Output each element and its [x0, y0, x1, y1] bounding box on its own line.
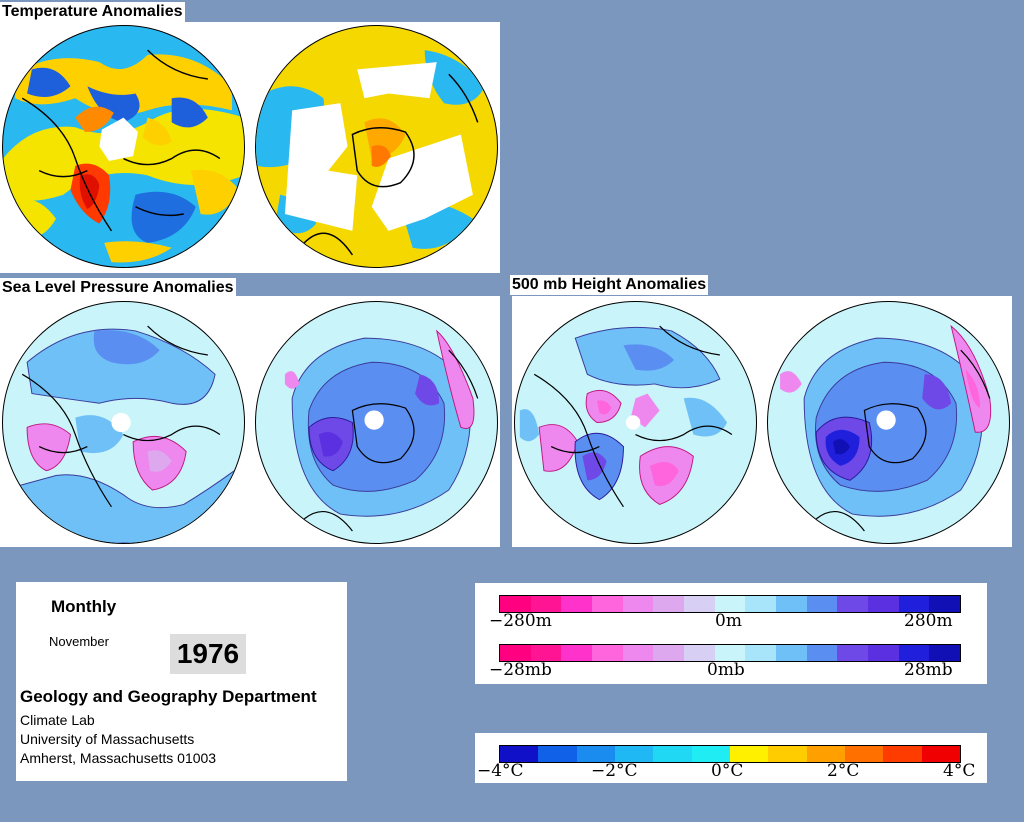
- period-label: Monthly: [51, 597, 117, 616]
- color-swatch-9: [776, 596, 807, 612]
- color-swatch-7: [714, 596, 746, 612]
- color-swatch-6: [684, 596, 715, 612]
- year-label: 1976: [170, 634, 246, 674]
- color-swatch-1: [530, 645, 562, 661]
- info-box: Monthly November 1976 Geology and Geogra…: [16, 582, 347, 781]
- color-swatch-5: [653, 645, 685, 661]
- color-swatch-5: [653, 596, 685, 612]
- color-swatch-12: [868, 645, 899, 661]
- slp-north-globe: [2, 301, 245, 544]
- color-swatch-13: [898, 596, 930, 612]
- color-swatch-10: [806, 596, 838, 612]
- department-label: Geology and Geography Department: [20, 687, 317, 706]
- color-swatch-9: [844, 746, 884, 762]
- address-label: Amherst, Massachusetts 01003: [20, 750, 217, 766]
- color-swatch-4: [622, 596, 654, 612]
- anomaly-scale-box: −280m 0m 280m −28mb 0mb 28mb: [475, 583, 987, 684]
- color-swatch-3: [592, 596, 623, 612]
- temperature-tick-2: 2°C: [827, 761, 860, 781]
- color-swatch-0: [500, 645, 531, 661]
- temperature-south-globe: [255, 25, 498, 268]
- height-zero-label: 0m: [715, 611, 742, 631]
- color-swatch-9: [776, 645, 807, 661]
- height-title: 500 mb Height Anomalies: [510, 275, 709, 295]
- color-swatch-5: [691, 746, 730, 762]
- temperature-tick-minus4: −4°C: [477, 761, 524, 781]
- color-swatch-11: [837, 596, 869, 612]
- color-swatch-7: [768, 746, 807, 762]
- color-swatch-2: [561, 645, 593, 661]
- height-north-globe: [514, 301, 757, 544]
- university-label: University of Massachusetts: [20, 731, 195, 747]
- color-swatch-8: [806, 746, 845, 762]
- slp-title: Sea Level Pressure Anomalies: [0, 278, 236, 298]
- color-swatch-14: [929, 645, 961, 661]
- height-color-bar: [499, 595, 961, 613]
- color-swatch-12: [868, 596, 899, 612]
- temperature-tick-0: 0°C: [711, 761, 744, 781]
- temperature-scale-box: −4°C −2°C 0°C 2°C 4°C: [475, 733, 987, 783]
- color-swatch-7: [714, 645, 746, 661]
- temperature-north-globe: [2, 25, 245, 268]
- temperature-title: Temperature Anomalies: [0, 2, 185, 22]
- color-swatch-8: [745, 645, 777, 661]
- temperature-tick-minus2: −2°C: [591, 761, 638, 781]
- color-swatch-8: [745, 596, 777, 612]
- color-swatch-2: [561, 596, 593, 612]
- color-swatch-0: [500, 596, 531, 612]
- color-swatch-14: [929, 596, 961, 612]
- color-swatch-1: [538, 746, 577, 762]
- color-swatch-13: [898, 645, 930, 661]
- color-swatch-4: [653, 746, 692, 762]
- temperature-color-bar: [499, 745, 961, 763]
- color-swatch-10: [883, 746, 922, 762]
- color-swatch-2: [576, 746, 615, 762]
- color-swatch-11: [837, 645, 869, 661]
- color-swatch-6: [729, 746, 769, 762]
- pressure-color-bar: [499, 644, 961, 662]
- color-swatch-3: [614, 746, 654, 762]
- height-south-globe: [767, 301, 1010, 544]
- temperature-tick-4: 4°C: [943, 761, 976, 781]
- height-min-label: −280m: [489, 611, 552, 631]
- color-swatch-11: [921, 746, 960, 762]
- lab-label: Climate Lab: [20, 712, 95, 728]
- color-swatch-1: [530, 596, 562, 612]
- color-swatch-10: [806, 645, 838, 661]
- color-swatch-4: [622, 645, 654, 661]
- month-label: November: [49, 634, 109, 649]
- height-max-label: 280m: [904, 611, 953, 631]
- pressure-min-label: −28mb: [489, 660, 552, 680]
- pressure-zero-label: 0mb: [707, 660, 745, 680]
- color-swatch-6: [684, 645, 715, 661]
- color-swatch-0: [500, 746, 539, 762]
- slp-south-globe: [255, 301, 498, 544]
- color-swatch-3: [592, 645, 623, 661]
- pressure-max-label: 28mb: [904, 660, 953, 680]
